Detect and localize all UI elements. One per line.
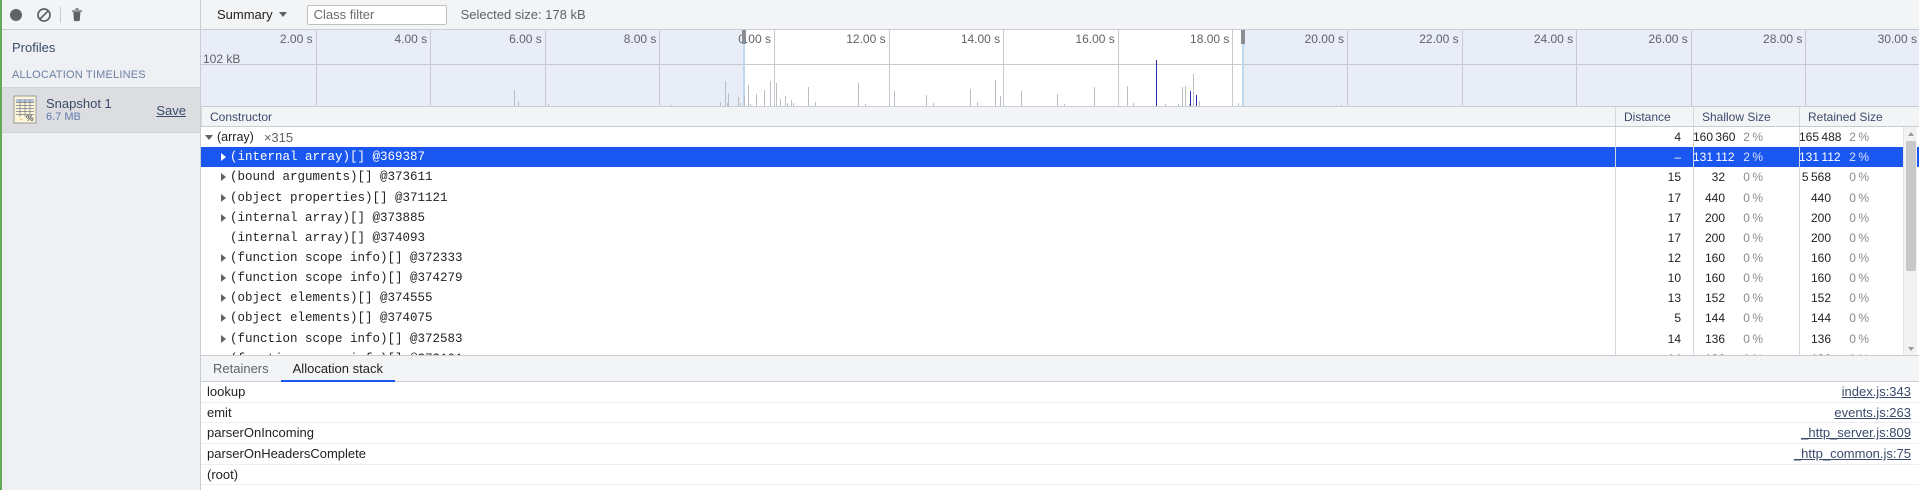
svg-text:%: % — [26, 113, 34, 123]
